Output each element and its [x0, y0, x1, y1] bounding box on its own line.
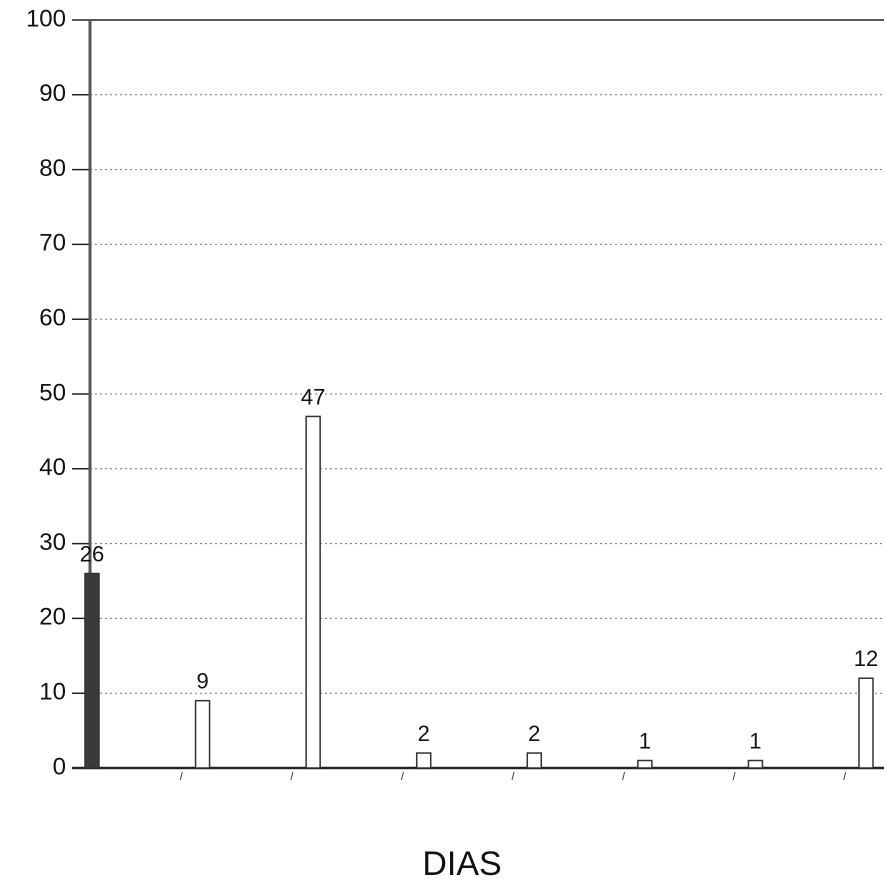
y-tick-label: 0	[53, 753, 66, 780]
y-tick-label: 10	[39, 679, 66, 706]
x-tick	[622, 771, 626, 781]
x-tick	[400, 771, 404, 781]
y-tick-label: 50	[39, 379, 66, 406]
value-label: 9	[196, 668, 208, 693]
y-tick-label: 40	[39, 454, 66, 481]
x-tick	[843, 771, 847, 781]
value-label: 26	[80, 541, 104, 566]
value-label: 1	[639, 728, 651, 753]
value-label: 2	[528, 721, 540, 746]
y-tick-label: 30	[39, 529, 66, 556]
bar	[858, 677, 874, 769]
value-label: 2	[418, 721, 430, 746]
x-tick	[179, 771, 183, 781]
y-tick-label: 80	[39, 155, 66, 182]
bar	[415, 752, 432, 769]
y-tick-label: 60	[39, 305, 66, 332]
value-label: 1	[749, 728, 761, 753]
x-tick	[732, 771, 736, 781]
bar	[747, 759, 764, 769]
value-label: 47	[301, 384, 325, 409]
bar	[637, 759, 653, 769]
x-tick	[511, 771, 515, 781]
value-label: 12	[854, 646, 878, 671]
bar	[305, 415, 321, 769]
y-tick-label: 70	[39, 230, 66, 257]
y-tick-label: 100	[26, 5, 66, 32]
x-tick	[290, 771, 294, 781]
y-tick-label: 20	[39, 604, 66, 631]
bar	[84, 572, 100, 769]
y-tick-label: 90	[39, 80, 66, 107]
bar	[194, 699, 211, 769]
bar	[526, 752, 543, 769]
x-axis-label: DIAS	[422, 845, 501, 883]
